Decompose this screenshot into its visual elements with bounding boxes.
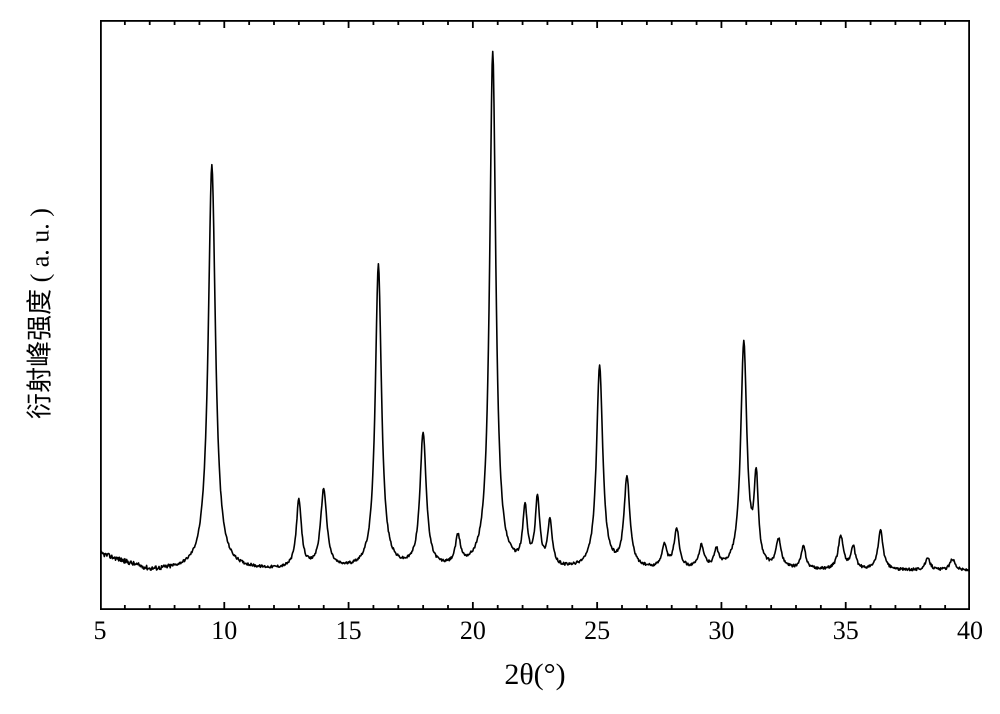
x-tick-label: 5 — [94, 616, 107, 646]
x-tick-label: 15 — [336, 616, 362, 646]
x-tick-label: 10 — [211, 616, 237, 646]
xrd-curve — [100, 51, 970, 570]
y-axis-label: 衍射峰强度 ( a. u. ) — [20, 164, 57, 464]
chart-container: 衍射峰强度 ( a. u. ) 2θ(°) 5 10 15 20 25 30 35 40 — [0, 0, 1000, 714]
x-tick-label: 30 — [708, 616, 734, 646]
x-tick-label: 25 — [584, 616, 610, 646]
x-tick-label: 35 — [833, 616, 859, 646]
x-tick-label: 20 — [460, 616, 486, 646]
x-tick-label: 40 — [957, 616, 983, 646]
xrd-plot — [100, 20, 970, 610]
x-axis-label: 2θ(°) — [475, 658, 595, 692]
